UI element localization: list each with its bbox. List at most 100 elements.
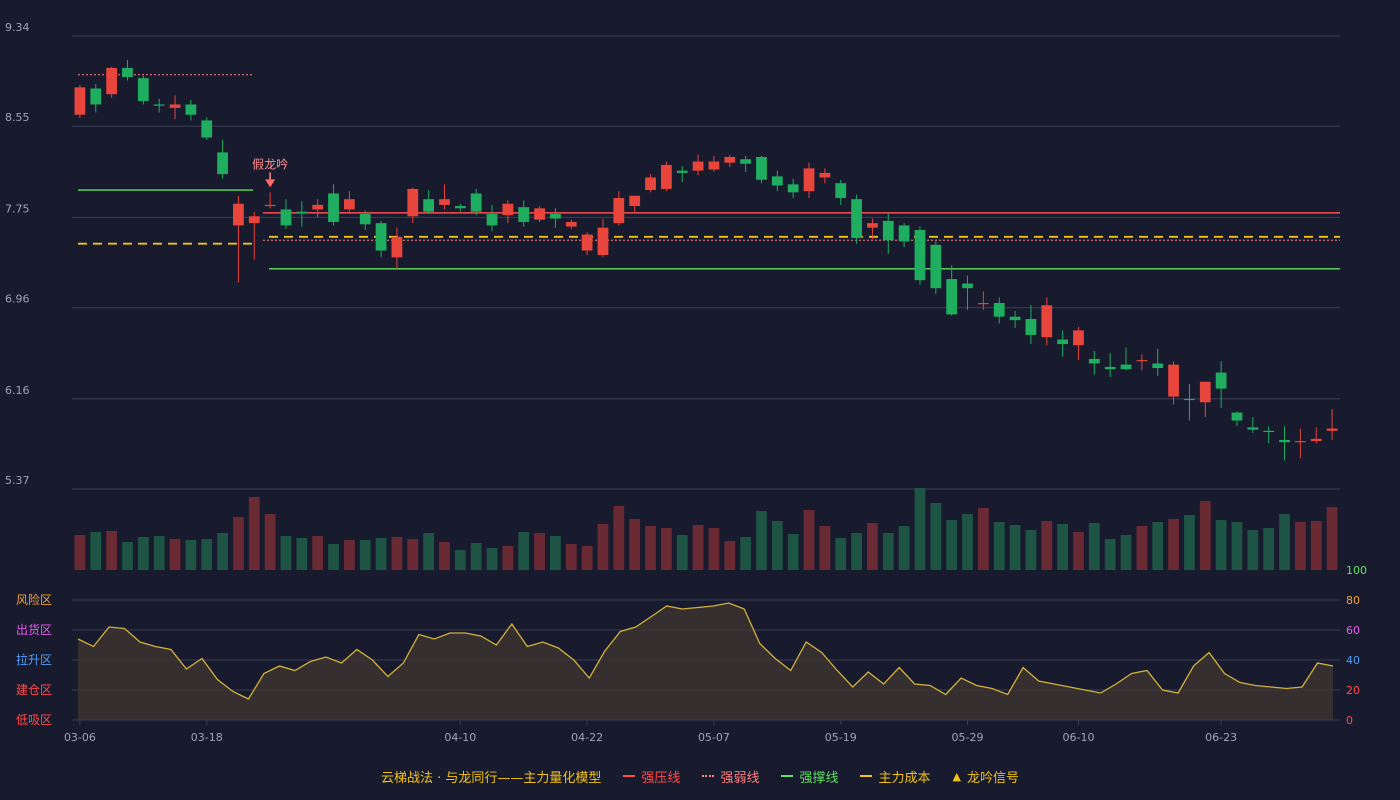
volume-bar [454,550,466,570]
candle-body [217,152,228,175]
candle-body [343,199,355,210]
volume-bar [217,533,228,570]
volume-bar [597,524,609,570]
volume-bar [550,536,561,570]
candle-body [1279,439,1290,443]
volume-bar [1263,528,1275,570]
legend-item-resistance[interactable]: 强压线 [623,767,680,786]
candle-body [993,303,1005,317]
candle-body [1073,330,1084,346]
volume-bar [898,526,910,570]
volume-bar [407,539,419,570]
volume-bar [201,539,213,570]
candle-body [1009,316,1021,321]
candle-body [375,223,387,251]
date-tick-label: 05-29 [952,731,984,744]
volume-bar [185,540,197,570]
candle-body [486,214,498,226]
candle-body [645,177,656,191]
legend-item-signal[interactable]: ▲ 龙吟信号 [952,767,1018,786]
candle-body [550,214,561,219]
candle-body [407,188,419,217]
candle-body [629,195,641,207]
volume-bar [502,546,514,570]
legend: 云梯战法 · 与龙同行——主力量化模型 强压线 强弱线 强撑线 主力成本 ▲ 龙… [0,762,1400,790]
candle-body [1025,318,1037,335]
candle-body [1247,427,1259,430]
volume-bar [1025,530,1037,570]
volume-bar [1073,532,1084,570]
candle-body [692,161,704,171]
volume-bar [1088,523,1100,570]
volume-bar [1041,521,1053,570]
candle-body [106,67,118,95]
volume-bar [851,533,862,570]
candle-body [803,168,815,192]
candle-body [1231,412,1243,421]
volume-bar [1326,507,1338,570]
candle-body [660,164,672,189]
date-tick-label: 05-07 [698,731,730,744]
legend-title: 云梯战法 · 与龙同行——主力量化模型 [381,770,602,786]
legend-item-support[interactable]: 强撑线 [781,767,838,786]
candle-body [565,221,577,227]
candle-body [1326,428,1338,431]
date-axis: 03-06 03-18 04-10 04-22 05-07 05-19 05-29 06-10… [64,719,1340,744]
candle-body [1136,360,1148,362]
candle-body [74,87,86,115]
oscillator-tick-label: 80 [1346,594,1360,607]
volume-bar [1168,519,1179,570]
candle-body [914,229,926,281]
candle-body [835,183,847,199]
candle-body [898,225,910,242]
volume-bar [724,541,736,570]
volume-bar [708,528,720,570]
candle-body [771,176,783,186]
dashed-line-icon [860,775,873,777]
zone-label: 拉升区 [16,652,52,667]
date-tick-label: 03-06 [64,731,96,744]
volume-bar [1294,522,1306,570]
volume-bar [1120,535,1132,570]
volume-bar [169,539,181,570]
candle-body [581,234,593,251]
volume-bar [280,536,292,570]
date-tick-label: 06-10 [1062,731,1094,744]
volume-bar [391,537,403,570]
volume-bar [819,526,831,570]
volume-bar [534,533,545,570]
legend-label: 龙吟信号 [966,770,1019,786]
volume-bar [740,537,752,570]
candle-body [708,161,720,170]
volume-bar [1057,524,1069,570]
candle-body [1310,438,1322,442]
candle-body [90,88,102,105]
candle-body [454,206,466,209]
volume-bar [423,533,435,570]
legend-item-weak-line[interactable]: 强弱线 [702,767,759,786]
date-tick-label: 03-18 [191,731,223,744]
candle-body [1184,398,1195,401]
price-gridlines [72,35,1340,490]
candle-body [296,211,308,213]
candle-body [391,236,403,258]
volume-bar [692,525,704,570]
legend-item-cost[interactable]: 主力成本 [860,767,930,786]
price-tick-label: 6.96 [5,293,30,306]
volume-bar [1279,514,1290,570]
volume-bar [470,543,482,570]
price-tick-label: 8.55 [5,111,30,124]
candle-body [439,199,450,205]
zone-labels: 低吸区 建仓区 拉升区 出货区 风险区 [16,592,52,727]
annotations: 假龙吟 [252,156,288,188]
candle-body [676,170,688,173]
solid-line-icon [781,775,794,777]
candle-body [312,204,324,210]
volume-bar [1136,526,1148,570]
legend-label: 强弱线 [720,770,760,786]
candle-body [867,223,878,228]
candle-body [201,120,213,138]
candle-body [328,193,339,222]
candle-body [264,204,276,207]
candle-body [1120,364,1132,370]
